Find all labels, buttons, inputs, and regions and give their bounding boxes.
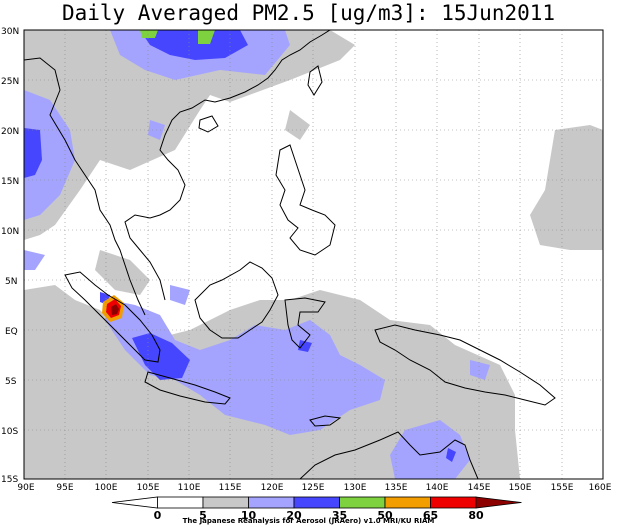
lat-tick-label: 15N <box>1 177 19 187</box>
lat-tick-label: 30N <box>1 27 19 37</box>
colorbar-segment <box>293 496 340 509</box>
lat-tick-label: 15S <box>1 475 18 485</box>
coast-sumatra <box>64 271 161 363</box>
lat-tick-label: 5N <box>5 277 17 287</box>
lat-tick-label: 5S <box>5 377 17 387</box>
coast-timor <box>309 415 342 427</box>
lat-tick-label: EQ <box>5 327 18 337</box>
lon-tick-label: 110E <box>178 483 201 493</box>
colorbar-segment <box>384 496 431 509</box>
colorbar-segment <box>202 496 249 509</box>
pm25-level-50-region <box>140 30 215 44</box>
colorbar-label: 50 <box>377 509 393 522</box>
lon-tick-label: 140E <box>426 483 449 493</box>
coast-borneo <box>194 261 279 339</box>
coast-australia <box>299 431 479 479</box>
coast-java <box>144 371 231 405</box>
map-frame <box>23 29 604 480</box>
lat-axis: 30N 25N 20N 15N 10N 5N EQ 5S 10S 15S <box>1 27 19 485</box>
credit-text: The Japanese Reanalysis for Aerosol (JRA… <box>182 517 435 525</box>
colorbar-label: 35 <box>332 509 347 522</box>
colorbar: 0 5 10 20 35 50 65 80 <box>111 496 522 522</box>
colorbar-segment <box>157 496 204 509</box>
lon-tick-label: 125E <box>302 483 325 493</box>
lon-tick-label: 145E <box>468 483 491 493</box>
lon-tick-label: 95E <box>56 483 73 493</box>
colorbar-segment <box>248 496 295 509</box>
coast-taiwan <box>307 65 323 96</box>
lon-tick-label: 135E <box>385 483 408 493</box>
colorbar-segment <box>475 496 522 509</box>
lat-tick-label: 10N <box>1 227 19 237</box>
coast-new-guinea <box>374 324 556 406</box>
coast-hainan <box>198 115 219 133</box>
lon-tick-label: 155E <box>551 483 574 493</box>
lat-tick-label: 25N <box>1 77 19 87</box>
colorbar-label: 10 <box>241 509 257 522</box>
lat-tick-label: 20N <box>1 127 19 137</box>
map-title: Daily Averaged PM2.5 [ug/m3]: 15Jun2011 <box>61 1 556 25</box>
coastlines <box>24 30 556 479</box>
colorbar-label: 65 <box>423 509 438 522</box>
colorbar-segment <box>111 496 158 509</box>
lon-tick-label: 130E <box>344 483 367 493</box>
coast-asia-mainland <box>24 30 331 316</box>
coast-sulawesi <box>284 297 326 349</box>
colorbar-segment <box>339 496 386 509</box>
colorbar-label: 0 <box>154 509 162 522</box>
lon-tick-label: 100E <box>95 483 118 493</box>
pm25-level-35-region <box>24 30 456 462</box>
lon-tick-label: 115E <box>219 483 242 493</box>
lat-tick-label: 10S <box>1 427 18 437</box>
map-grid <box>24 30 603 479</box>
lon-tick-label: 120E <box>261 483 284 493</box>
lon-tick-label: 90E <box>17 483 34 493</box>
lon-tick-label: 160E <box>589 483 612 493</box>
colorbar-segment <box>430 496 477 509</box>
lon-tick-label: 150E <box>509 483 532 493</box>
coast-philippines <box>275 144 336 256</box>
colorbar-label: 20 <box>286 509 302 522</box>
lon-axis: 90E 95E 100E 105E 110E 115E 120E 125E 13… <box>17 483 611 493</box>
colorbar-label: 5 <box>199 509 207 522</box>
lon-tick-label: 105E <box>137 483 160 493</box>
colorbar-label: 80 <box>468 509 484 522</box>
